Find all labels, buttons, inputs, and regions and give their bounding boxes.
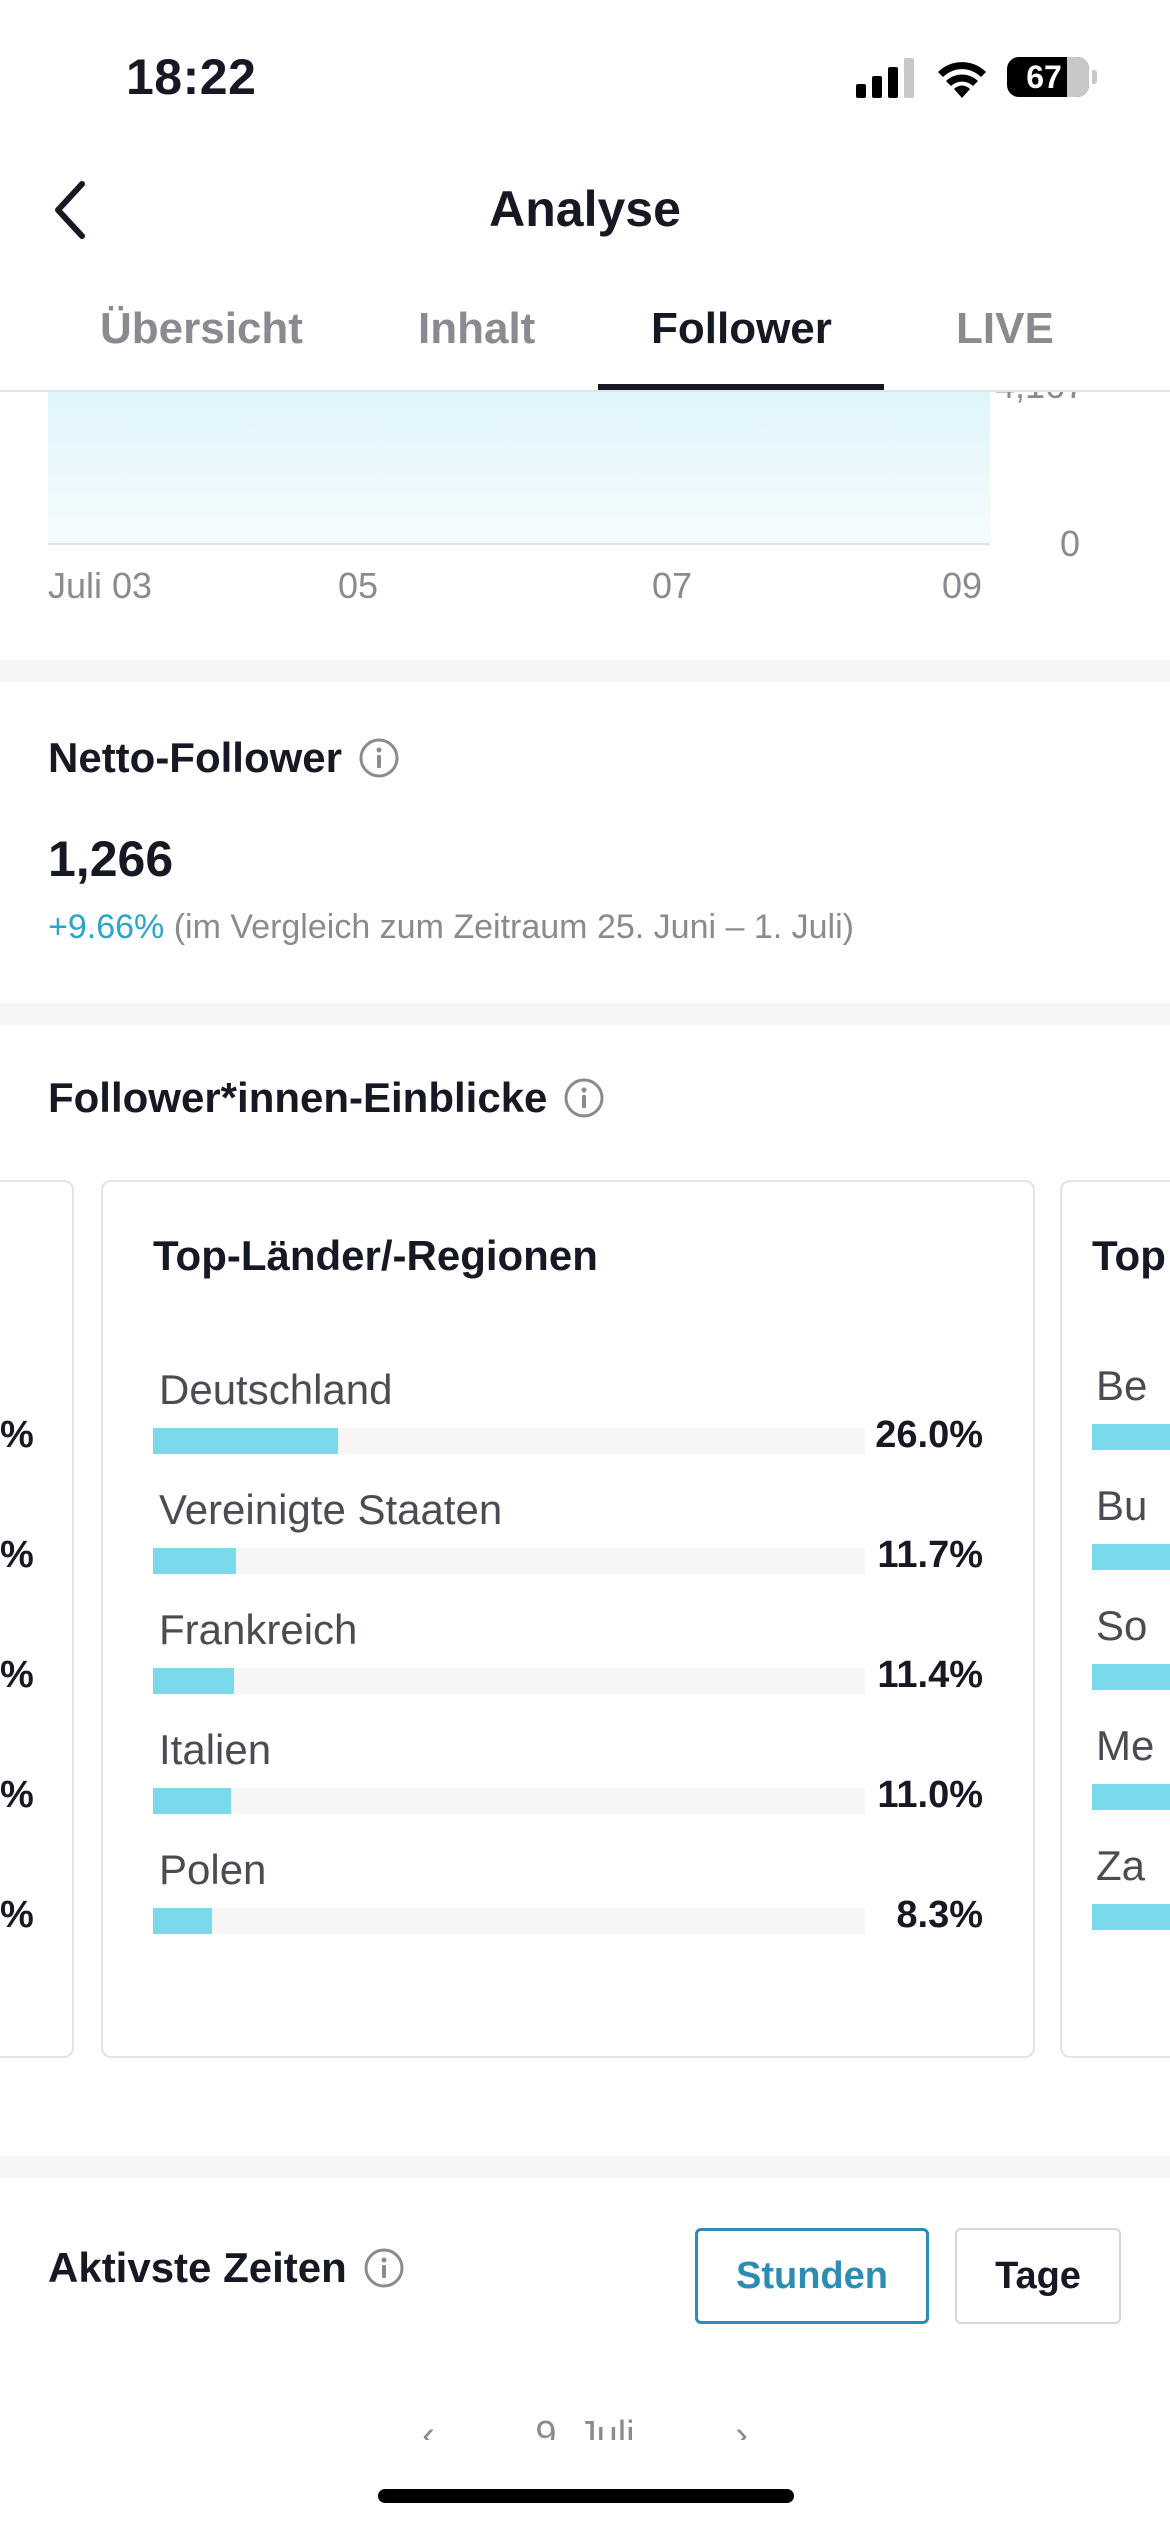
country-bar-track [153,1428,865,1454]
insight-card-next[interactable]: Top Be Bu So Me Za [1060,1180,1170,2058]
tab-overview[interactable]: Übersicht [100,304,303,353]
percent-fragment: % [0,1894,34,1936]
section-divider [0,1003,1170,1025]
net-followers-value: 1,266 [48,831,174,887]
country-label: Frankreich [159,1606,358,1653]
back-button[interactable] [40,172,100,248]
country-bar-track [153,1668,865,1694]
x-tick-label: 09 [942,565,982,606]
section-divider [0,2156,1170,2178]
net-followers-change: +9.66% (im Vergleich zum Zeitraum 25. Ju… [48,908,854,947]
active-tab-indicator [598,384,884,390]
country-percent: 11.4% [877,1654,983,1696]
active-times-title: Aktivste Zeiten [48,2244,347,2291]
card-title-fragment: Top [1092,1232,1166,1279]
hours-toggle-button[interactable]: Stunden [695,2228,929,2324]
percent-fragment: % [0,1534,34,1576]
top-countries-card[interactable]: Top-Länder/-Regionen Deutschland 26.0% Ver… [101,1180,1035,2058]
x-tick-label: 05 [338,565,378,606]
status-time: 18:22 [126,49,257,105]
row-label-fragment: So [1096,1602,1148,1649]
country-bar [153,1548,236,1574]
tab-content[interactable]: Inhalt [418,304,536,353]
wifi-icon [938,62,986,98]
info-icon[interactable] [363,2247,405,2289]
comparison-text: (im Vergleich zum Zeitraum 25. Juni – 1.… [173,908,854,946]
percent-fragment: % [0,1654,34,1696]
date-label: 9. Juli [535,2414,635,2440]
country-bar [153,1908,212,1934]
net-followers-section: Netto-Follower [48,734,400,782]
x-tick-label: Juli 03 [48,565,152,606]
battery-icon: 67 [1007,57,1089,97]
row-bar-fragment [1092,1784,1170,1810]
date-navigator: ‹ 9. Juli › [0,2400,1170,2440]
row-label-fragment: Bu [1096,1482,1148,1529]
active-times-section: Aktivste Zeiten [48,2244,405,2292]
top-countries-title: Top-Länder/-Regionen [153,1232,598,1279]
country-bar-track [153,1908,865,1934]
nav-header: Analyse [0,150,1170,270]
country-bar [153,1788,231,1814]
previous-day-button[interactable]: ‹ [422,2414,435,2440]
y-tick-label: 0 [1060,523,1080,564]
country-bar-track [153,1548,865,1574]
x-tick-label: 07 [652,565,692,606]
insights-section: Follower*innen-Einblicke [48,1074,605,1122]
insights-title: Follower*innen-Einblicke [48,1074,548,1121]
chevron-left-icon [55,181,85,239]
home-indicator[interactable] [378,2489,794,2503]
follower-chart-svg: 4,167 0 Juli 03 05 07 09 [48,365,1085,606]
follower-chart: 4,167 0 Juli 03 05 07 09 [0,365,1170,660]
row-label-fragment: Za [1096,1842,1146,1889]
row-bar-fragment [1092,1904,1170,1930]
country-row: Polen 8.3% [153,1846,983,1956]
country-row: Deutschland 26.0% [153,1366,983,1476]
row-bar-fragment [1092,1664,1170,1690]
country-percent: 11.0% [877,1774,983,1816]
change-percent: +9.66% [48,908,165,946]
country-label: Vereinigte Staaten [159,1486,503,1533]
tab-live[interactable]: LIVE [956,304,1054,353]
status-bar: 18:22 67 [0,0,1170,150]
country-label: Deutschland [159,1366,393,1413]
tab-follower[interactable]: Follower [651,304,832,353]
country-row: Frankreich 11.4% [153,1606,983,1716]
row-label-fragment: Me [1096,1722,1155,1769]
country-bar [153,1668,234,1694]
cellular-signal-icon [856,58,914,98]
country-row: Vereinigte Staaten 11.7% [153,1486,983,1596]
row-label-fragment: Be [1096,1362,1148,1409]
row-bar-fragment [1092,1424,1170,1450]
battery-tip [1092,70,1097,84]
percent-fragment: % [0,1414,34,1456]
country-bar [153,1428,338,1454]
days-toggle-button[interactable]: Tage [955,2228,1121,2324]
country-percent: 8.3% [896,1894,983,1936]
percent-fragment: % [0,1774,34,1816]
page-title: Analyse [489,181,681,237]
section-divider [0,660,1170,682]
info-icon[interactable] [563,1077,605,1119]
country-bar-track [153,1788,865,1814]
insight-card-previous[interactable]: % % % % % [0,1180,74,2058]
row-bar-fragment [1092,1544,1170,1570]
country-percent: 11.7% [877,1534,983,1576]
chart-area-fill [48,392,990,544]
country-percent: 26.0% [875,1414,983,1456]
y-tick-label: 4,167 [995,392,1085,406]
info-icon[interactable] [358,737,400,779]
net-followers-title: Netto-Follower [48,734,342,781]
tab-bar: Übersicht Inhalt Follower LIVE [0,280,1170,392]
next-day-button[interactable]: › [735,2414,748,2440]
battery-level: 67 [1026,59,1062,95]
country-label: Italien [159,1726,272,1773]
country-label: Polen [159,1846,267,1893]
country-row: Italien 11.0% [153,1726,983,1836]
